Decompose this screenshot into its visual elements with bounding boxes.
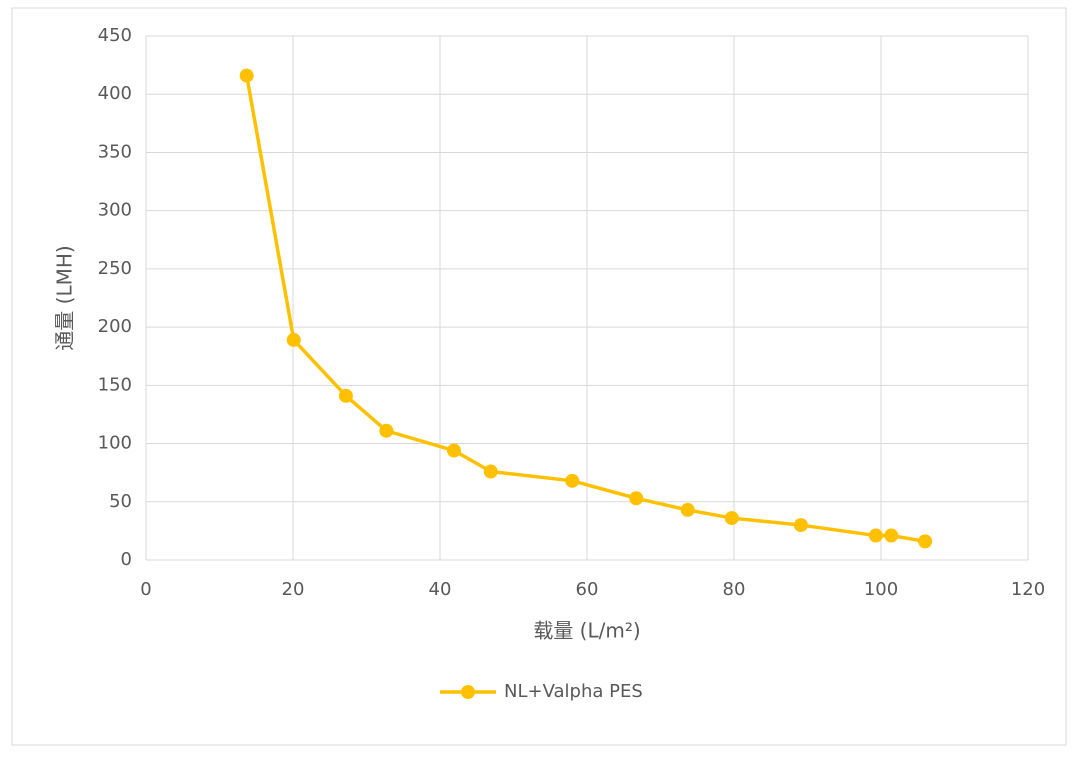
- y-tick-label: 250: [98, 258, 132, 279]
- chart-frame: [11, 7, 1067, 746]
- data-point: [286, 332, 301, 347]
- data-point: [680, 502, 695, 517]
- data-point: [918, 534, 933, 549]
- y-tick-label: 300: [98, 200, 132, 221]
- data-point: [884, 528, 899, 543]
- legend-label: NL+Valpha PES: [504, 681, 643, 702]
- x-tick-label: 20: [282, 579, 305, 600]
- y-tick-label: 100: [98, 433, 132, 454]
- y-tick-label: 400: [98, 83, 132, 104]
- series-line: [244, 75, 926, 544]
- x-axis-title: 载量 (L/m²): [533, 619, 640, 643]
- legend-marker: [461, 685, 475, 699]
- y-tick-label: 0: [121, 549, 132, 570]
- data-point: [239, 68, 254, 83]
- data-point: [446, 443, 461, 458]
- data-point: [868, 528, 883, 543]
- data-point: [724, 511, 739, 526]
- y-tick-label: 350: [98, 141, 132, 162]
- x-tick-label: 0: [140, 579, 151, 600]
- y-tick-label: 150: [98, 374, 132, 395]
- data-point: [379, 423, 394, 438]
- x-tick-label: 80: [723, 579, 746, 600]
- y-tick-label: 50: [109, 491, 132, 512]
- data-point: [565, 473, 580, 488]
- data-point: [629, 491, 644, 506]
- y-tick-label: 200: [98, 316, 132, 337]
- data-point: [338, 388, 353, 403]
- data-point: [483, 464, 498, 479]
- y-tick-label: 450: [98, 25, 132, 46]
- x-tick-label: 100: [864, 579, 898, 600]
- x-tick-label: 40: [429, 579, 452, 600]
- data-point: [793, 518, 808, 533]
- x-tick-label: 120: [1011, 579, 1045, 600]
- x-tick-label: 60: [576, 579, 599, 600]
- y-axis-title: 通量 (LMH): [53, 245, 77, 350]
